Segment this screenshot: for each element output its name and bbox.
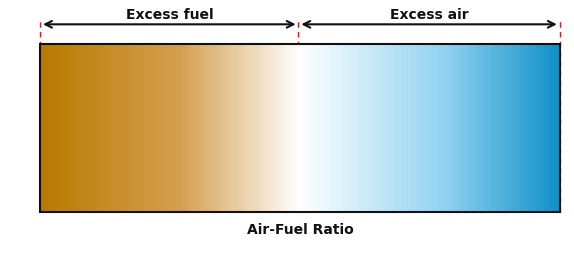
Text: Combustible range: Combustible range	[227, 121, 375, 135]
Text: Too lean
mixture: Too lean mixture	[475, 113, 541, 143]
Text: Too rich
mixture: Too rich mixture	[63, 113, 124, 143]
Text: Excess fuel: Excess fuel	[126, 8, 213, 22]
Text: Excess air: Excess air	[390, 8, 468, 22]
Text: Air-Fuel Ratio: Air-Fuel Ratio	[247, 223, 353, 237]
Text: mecholic.com: mecholic.com	[249, 87, 354, 102]
